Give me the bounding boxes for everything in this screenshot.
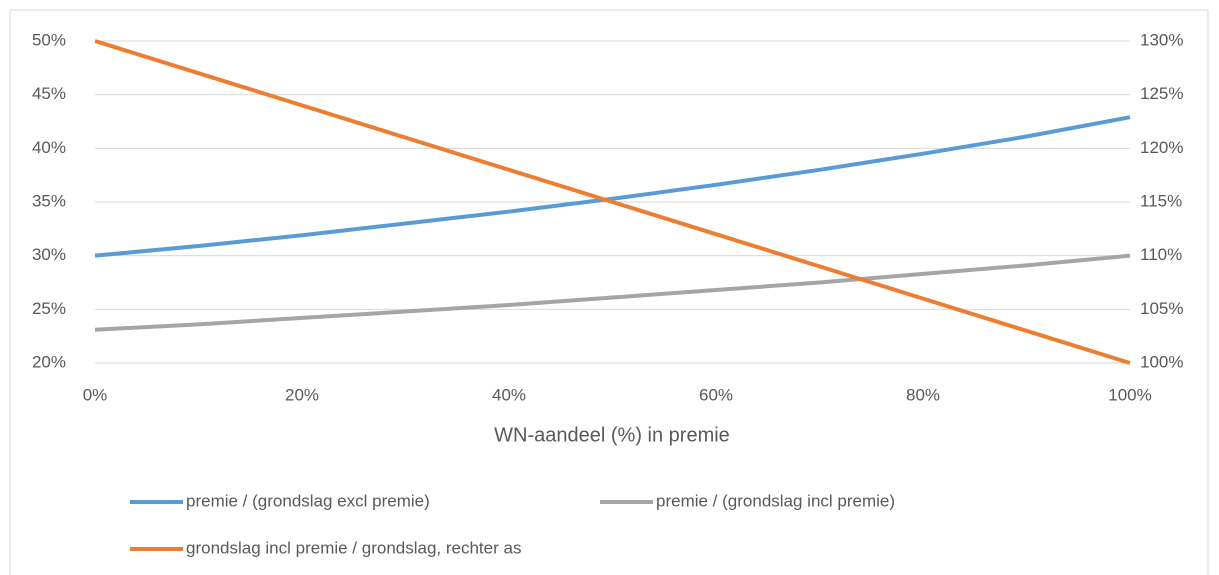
data-line	[94, 39, 1131, 365]
y2-tick-label: 115%	[1140, 191, 1182, 210]
x-tick-label: 40%	[492, 385, 526, 404]
y-tick-label: 50%	[32, 30, 66, 49]
legend-label: premie / (grondslag excl premie)	[186, 491, 430, 510]
legend-label: grondslag incl premie / grondslag, recht…	[186, 538, 521, 557]
y2-tick-label: 120%	[1140, 138, 1183, 157]
x-tick-label: 0%	[83, 385, 108, 404]
y2-tick-label: 130%	[1140, 30, 1183, 49]
chart-border	[9, 9, 1209, 575]
data-line	[94, 253, 1131, 332]
y-tick-label: 20%	[32, 352, 66, 371]
x-tick-label: 20%	[285, 385, 319, 404]
y-tick-label: 40%	[32, 138, 66, 157]
x-tick-label: 60%	[699, 385, 733, 404]
x-axis-title: WN-aandeel (%) in premie	[494, 424, 730, 446]
data-line	[94, 115, 1131, 258]
y2-tick-label: 105%	[1140, 299, 1183, 318]
y-tick-label: 30%	[32, 245, 66, 264]
y2-tick-label: 125%	[1140, 84, 1183, 103]
y2-tick-label: 110%	[1140, 245, 1182, 264]
y2-tick-label: 100%	[1140, 352, 1183, 371]
y-tick-label: 35%	[32, 191, 66, 210]
x-tick-label: 80%	[906, 385, 940, 404]
legend-label: premie / (grondslag incl premie)	[656, 491, 895, 510]
y-tick-label: 25%	[32, 299, 66, 318]
x-tick-label: 100%	[1108, 385, 1151, 404]
y-tick-label: 45%	[32, 84, 66, 103]
